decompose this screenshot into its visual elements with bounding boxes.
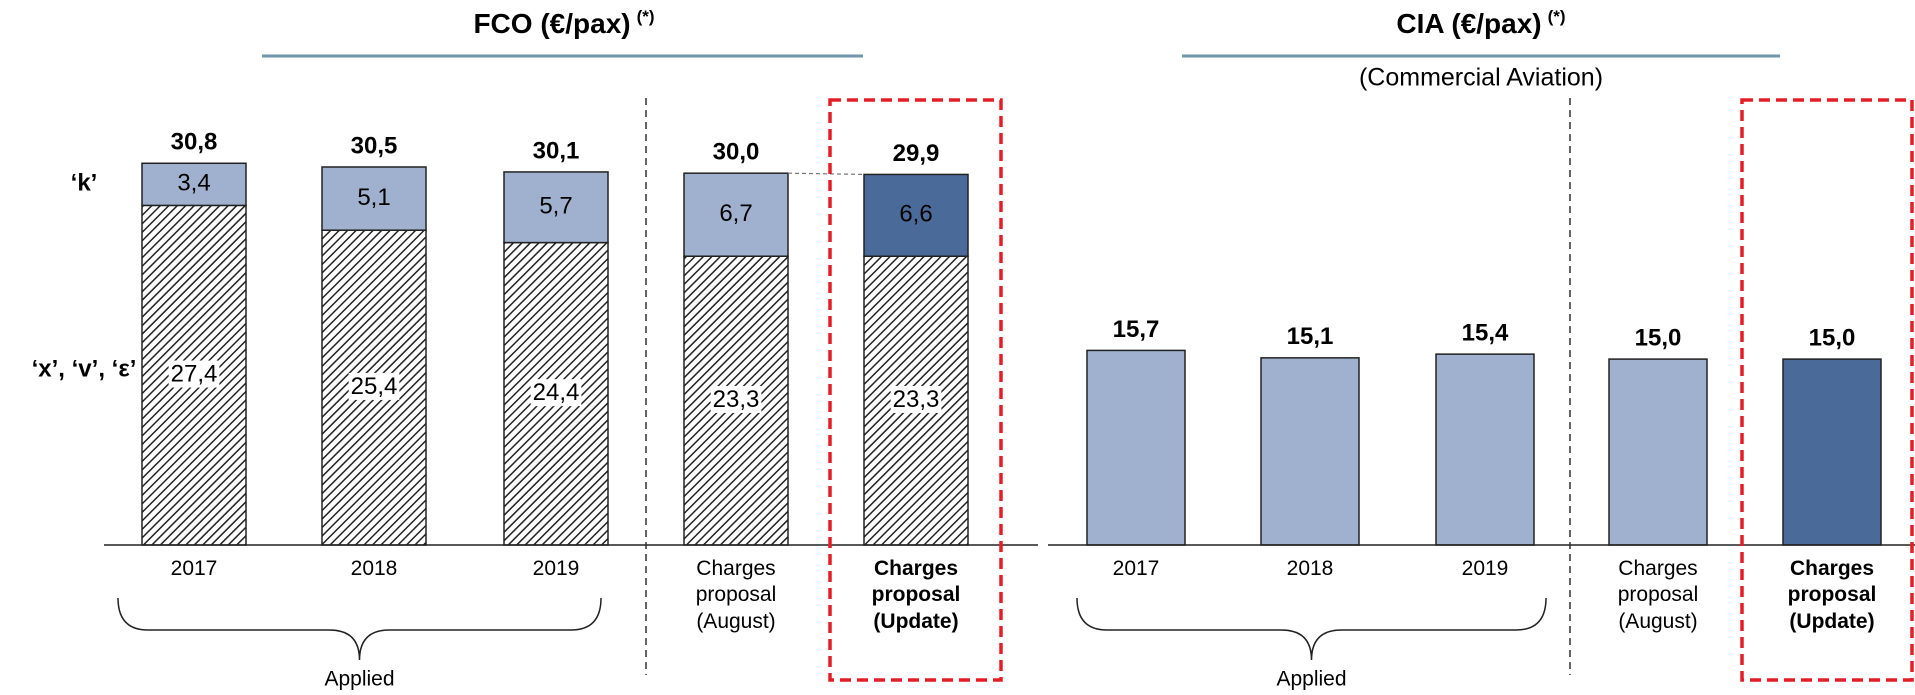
segment-label: 6,7 xyxy=(719,200,752,227)
total-label: 30,0 xyxy=(713,139,760,166)
label-bg xyxy=(890,385,942,413)
segment-label: 24,4 xyxy=(533,379,580,406)
total-label: 30,8 xyxy=(171,129,218,156)
value-label: 15,0 xyxy=(1809,324,1856,351)
bar-segment xyxy=(321,166,427,231)
x-tick-label: 2019 xyxy=(1461,557,1509,580)
highlight-box xyxy=(828,98,1003,682)
label-bg xyxy=(710,385,762,413)
segment-label: 27,4 xyxy=(171,361,218,388)
connector xyxy=(787,172,865,176)
total-label: 30,1 xyxy=(533,137,580,164)
segment-label: 25,4 xyxy=(351,373,398,400)
bar xyxy=(1608,358,1708,546)
bar-segment xyxy=(683,172,789,257)
total-label: 29,9 xyxy=(893,140,940,167)
x-tick-label: 2019 xyxy=(532,557,580,580)
x-tick-label-box: 2017 xyxy=(1112,557,1160,580)
x-tick-label: 2017 xyxy=(1112,557,1160,580)
label-bg xyxy=(348,372,400,400)
x-tick-label: Charges proposal (Update) xyxy=(1787,557,1877,633)
x-tick-label-box: Charges proposal (Update) xyxy=(871,557,961,633)
bar xyxy=(1435,353,1535,546)
group-label: Applied xyxy=(324,668,394,691)
x-tick-label-box: 2019 xyxy=(532,557,580,580)
group-brace xyxy=(1076,597,1547,661)
subtitle: (Commercial Aviation) xyxy=(1359,64,1603,92)
segment-label: 5,7 xyxy=(539,193,572,220)
x-tick-label: Charges proposal (August) xyxy=(695,557,777,633)
value-label: 15,4 xyxy=(1462,319,1509,346)
chart-title: CIA (€/pax) (*) xyxy=(1396,7,1565,39)
title-note: (*) xyxy=(1548,7,1566,26)
x-tick-label-box: 2018 xyxy=(1286,557,1334,580)
segment-label: 23,3 xyxy=(893,386,940,413)
title-text: FCO (€/pax) xyxy=(473,8,630,39)
title-text: CIA (€/pax) xyxy=(1396,8,1541,39)
x-tick-label-box: Charges proposal (Update) xyxy=(1787,557,1877,633)
bar-segment xyxy=(503,171,609,244)
value-label: 15,7 xyxy=(1113,316,1160,343)
segment-label: 3,4 xyxy=(177,170,210,197)
value-label: 15,0 xyxy=(1635,324,1682,351)
title-note: (*) xyxy=(637,7,655,26)
x-tick-label-box: Charges proposal (August) xyxy=(695,557,777,633)
group-brace xyxy=(117,597,602,661)
x-tick-label: 2017 xyxy=(170,557,218,580)
bar-segment xyxy=(141,162,247,207)
chart-title: FCO (€/pax) (*) xyxy=(473,7,654,39)
group-label: Applied xyxy=(1276,668,1346,691)
highlight-box xyxy=(1740,98,1914,682)
series-label: ‘x’, ‘v’, ‘ε’ xyxy=(32,356,137,383)
bar xyxy=(1260,357,1360,546)
x-tick-label: Charges proposal (August) xyxy=(1617,557,1699,633)
segment-label: 5,1 xyxy=(357,184,390,211)
total-label: 30,5 xyxy=(351,132,398,159)
label-bg xyxy=(530,379,582,407)
x-tick-label-box: 2018 xyxy=(350,557,398,580)
value-label: 15,1 xyxy=(1287,323,1334,350)
x-tick-label: 2018 xyxy=(1286,557,1334,580)
bar xyxy=(1086,349,1186,546)
x-tick-label-box: 2017 xyxy=(170,557,218,580)
series-label: ‘k’ xyxy=(71,170,98,197)
x-tick-label-box: Charges proposal (August) xyxy=(1617,557,1699,633)
bar xyxy=(1782,358,1882,546)
segment-label: 23,3 xyxy=(713,386,760,413)
segment-label: 6,6 xyxy=(899,201,932,228)
x-tick-label: Charges proposal (Update) xyxy=(871,557,961,633)
x-tick-label-box: 2019 xyxy=(1461,557,1509,580)
label-bg xyxy=(168,360,220,388)
bar-segment xyxy=(863,173,969,257)
x-tick-label: 2018 xyxy=(350,557,398,580)
